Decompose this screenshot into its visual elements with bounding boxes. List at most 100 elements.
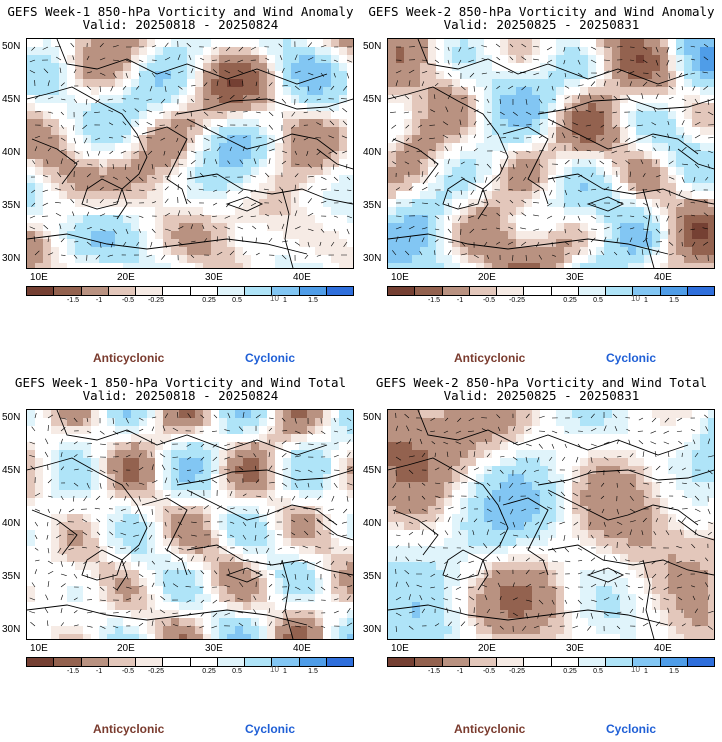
vorticity-cell — [267, 426, 276, 435]
wind-vector — [47, 479, 52, 484]
vorticity-cell — [211, 151, 220, 160]
vorticity-cell — [123, 239, 132, 248]
vorticity-cell — [195, 626, 204, 635]
vorticity-cell — [444, 151, 453, 160]
wind-vector — [255, 465, 257, 471]
vorticity-cell — [548, 135, 557, 144]
vorticity-cell — [171, 167, 180, 176]
wind-vector — [125, 72, 128, 79]
vorticity-cell — [163, 610, 172, 619]
wind-vector — [447, 202, 450, 207]
vorticity-cell — [35, 63, 44, 72]
vorticity-cell — [235, 562, 244, 571]
wind-vector — [125, 176, 131, 182]
vorticity-cell — [59, 255, 68, 264]
wind-vector — [42, 189, 49, 192]
vorticity-cell — [219, 127, 228, 136]
wind-vector — [172, 612, 179, 614]
vorticity-cell — [115, 626, 124, 635]
vorticity-cell — [251, 263, 260, 268]
vorticity-cell — [275, 538, 284, 547]
vorticity-cell — [139, 410, 148, 419]
wind-vector — [136, 241, 140, 246]
wind-vector — [460, 96, 467, 100]
vorticity-cell — [299, 514, 308, 523]
vorticity-cell — [227, 482, 236, 491]
wind-vector — [200, 612, 205, 617]
vorticity-cell — [620, 167, 629, 176]
vorticity-cell — [299, 498, 308, 507]
vorticity-cell — [331, 71, 340, 80]
vorticity-cell — [267, 47, 276, 56]
wind-vector — [655, 202, 659, 209]
vorticity-cell — [644, 207, 653, 216]
vorticity-cell — [275, 263, 284, 268]
wind-vector — [508, 226, 514, 230]
vorticity-cell — [139, 498, 148, 507]
vorticity-cell — [636, 239, 645, 248]
vorticity-cell — [203, 103, 212, 112]
vorticity-cell — [396, 47, 405, 56]
wind-vector — [458, 59, 462, 66]
wind-vector — [229, 146, 232, 152]
wind-vector — [694, 163, 700, 169]
vorticity-cell — [51, 111, 60, 120]
wind-vector — [343, 241, 348, 247]
wind-vector — [107, 560, 114, 565]
wind-vector — [391, 137, 397, 142]
vorticity-cell — [107, 103, 116, 112]
vorticity-cell — [163, 239, 172, 248]
vorticity-cell — [35, 255, 44, 264]
vorticity-cell — [227, 215, 236, 224]
vorticity-cell — [59, 183, 68, 192]
wind-vector — [33, 236, 36, 243]
vorticity-cell — [131, 79, 140, 88]
wind-vector — [294, 241, 301, 246]
vorticity-cell — [227, 418, 236, 427]
vorticity-cell — [27, 87, 36, 96]
vorticity-cell — [307, 103, 316, 112]
vorticity-cell — [99, 151, 108, 160]
vorticity-cell — [323, 546, 332, 555]
wind-vector — [629, 227, 635, 230]
wind-vector — [642, 238, 648, 243]
vorticity-cell — [83, 159, 92, 168]
vorticity-cell — [339, 418, 348, 427]
vorticity-cell — [27, 207, 36, 216]
wind-vector — [216, 96, 223, 100]
wind-vector — [242, 95, 248, 100]
vorticity-cell — [59, 514, 68, 523]
vorticity-cell — [460, 191, 469, 200]
vorticity-cell — [59, 458, 68, 467]
vorticity-cell — [259, 546, 268, 555]
vorticity-cell — [492, 215, 501, 224]
wind-vector — [190, 546, 197, 549]
wind-vector — [281, 160, 287, 165]
vorticity-cell — [283, 498, 292, 507]
vorticity-cell — [211, 602, 220, 611]
wind-vector — [190, 254, 195, 259]
panel-week2-anomaly: GEFS Week-2 850-hPa Vorticity and Wind A… — [361, 0, 722, 371]
vorticity-cell — [43, 434, 52, 443]
wind-vector — [107, 98, 114, 101]
vorticity-cell — [283, 207, 292, 216]
vorticity-cell — [155, 570, 164, 579]
vorticity-cell — [436, 151, 445, 160]
vorticity-cell — [476, 255, 485, 264]
vorticity-cell — [315, 63, 324, 72]
wind-vector — [55, 202, 62, 204]
vorticity-cell — [251, 410, 260, 419]
vorticity-cell — [508, 111, 517, 120]
vorticity-cell — [299, 554, 308, 563]
vorticity-cell — [243, 175, 252, 184]
vorticity-cell — [604, 71, 613, 80]
vorticity-cell — [219, 111, 228, 120]
vorticity-cell — [644, 183, 653, 192]
vorticity-cell — [187, 618, 196, 627]
coastline — [27, 457, 148, 591]
vorticity-cell — [508, 231, 517, 240]
vorticity-cell — [227, 458, 236, 467]
vorticity-cell — [67, 578, 76, 587]
vorticity-cell — [628, 111, 637, 120]
wind-vector — [239, 159, 244, 165]
